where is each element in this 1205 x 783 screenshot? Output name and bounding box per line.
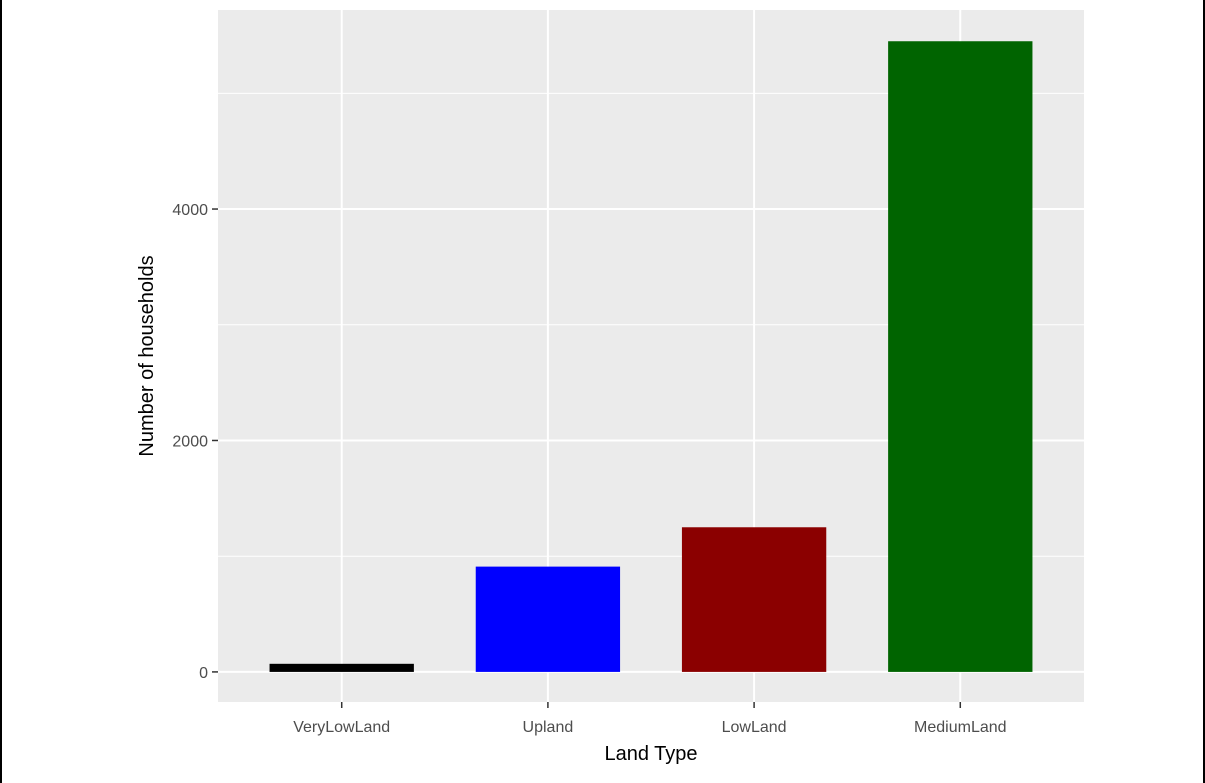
- x-tick-label: LowLand: [722, 719, 787, 736]
- x-axis-title: Land Type: [604, 743, 697, 765]
- y-tick-label: 4000: [172, 202, 208, 219]
- y-axis-title: Number of households: [136, 255, 158, 456]
- y-tick-label: 0: [199, 665, 208, 682]
- y-tick-label: 2000: [172, 433, 208, 450]
- bar-verylowland: [269, 663, 414, 672]
- bars: [269, 41, 1033, 672]
- bar-mediumland: [888, 41, 1033, 672]
- x-tick-label: VeryLowLand: [293, 719, 390, 736]
- x-tick-label: MediumLand: [914, 719, 1007, 736]
- bar-upland: [475, 566, 621, 672]
- bar-lowland: [681, 527, 827, 672]
- y-axis: 0 2000 4000: [172, 202, 218, 682]
- x-tick-label: Upland: [523, 719, 574, 736]
- x-axis: VeryLowLand Upland LowLand MediumLand: [293, 702, 1007, 736]
